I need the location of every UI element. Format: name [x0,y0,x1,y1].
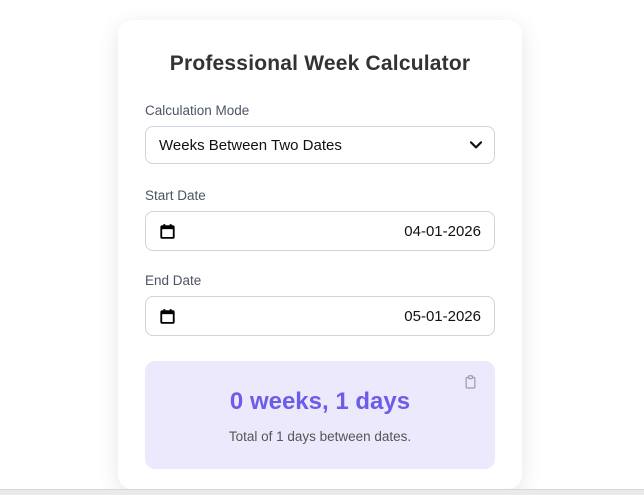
calculation-mode-select[interactable]: Weeks Between Two Dates [145,126,495,164]
start-date-label: Start Date [145,188,206,203]
bottom-page-edge [0,489,644,495]
clipboard-icon [463,374,478,393]
end-date-value: 05-01-2026 [404,307,481,325]
calendar-icon[interactable] [159,308,176,325]
result-headline: 0 weeks, 1 days [229,388,411,415]
page-title: Professional Week Calculator [169,52,471,75]
copy-result-button[interactable] [461,372,480,395]
result-panel: 0 weeks, 1 days Total of 1 days between … [145,361,495,469]
calendar-icon[interactable] [159,223,176,240]
calculation-mode-label: Calculation Mode [145,103,250,118]
result-subtext: Total of 1 days between dates. [228,429,412,444]
end-date-input[interactable]: 05-01-2026 [145,296,495,336]
end-date-label: End Date [145,273,202,288]
calculator-card: Professional Week Calculator Calculation… [118,20,522,489]
start-date-input[interactable]: 04-01-2026 [145,211,495,251]
calculation-mode-select-wrap: Weeks Between Two Dates [145,126,495,164]
start-date-value: 04-01-2026 [404,222,481,240]
